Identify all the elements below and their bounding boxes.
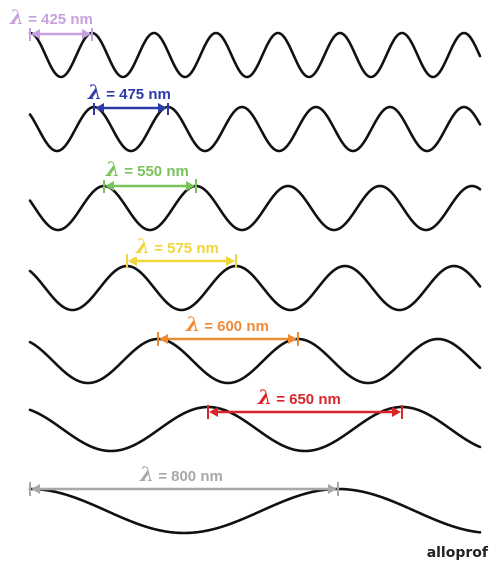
wave-575nm bbox=[28, 264, 482, 312]
wave-550nm bbox=[28, 184, 482, 232]
wavelength-label-550nm: λ = 550 nm bbox=[105, 157, 189, 181]
wave-600nm bbox=[28, 337, 482, 385]
wavelength-label-425nm: λ = 425 nm bbox=[9, 5, 93, 29]
wave-650nm bbox=[28, 405, 482, 453]
wavelength-label-600nm: λ = 600 nm bbox=[185, 312, 269, 336]
wavelength-arrow-800nm bbox=[29, 482, 339, 496]
alloprof-logo: alloprof bbox=[427, 545, 489, 561]
wave-800nm bbox=[28, 487, 482, 535]
wavelength-arrow-650nm bbox=[207, 405, 403, 419]
labels-layer: λ = 425 nm λ = 475 nm λ = 550 nm λ = 575 nm… bbox=[6, 5, 344, 486]
wave-425nm bbox=[28, 31, 482, 79]
wavelength-arrow-425nm bbox=[29, 27, 93, 41]
arrows-layer bbox=[29, 27, 403, 496]
wavelength-arrow-600nm bbox=[157, 332, 299, 346]
wavelength-label-650nm: λ = 650 nm bbox=[257, 385, 341, 409]
wavelength-arrow-550nm bbox=[103, 179, 197, 193]
wave-475nm bbox=[28, 105, 482, 153]
wavelength-label-800nm: λ = 800 nm bbox=[139, 462, 223, 486]
wavelength-label-575nm: λ = 575 nm bbox=[135, 234, 219, 258]
wavelength-label-475nm: λ = 475 nm bbox=[87, 80, 171, 104]
wavelength-arrow-575nm bbox=[126, 254, 237, 268]
wavelength-arrow-475nm bbox=[93, 101, 169, 115]
